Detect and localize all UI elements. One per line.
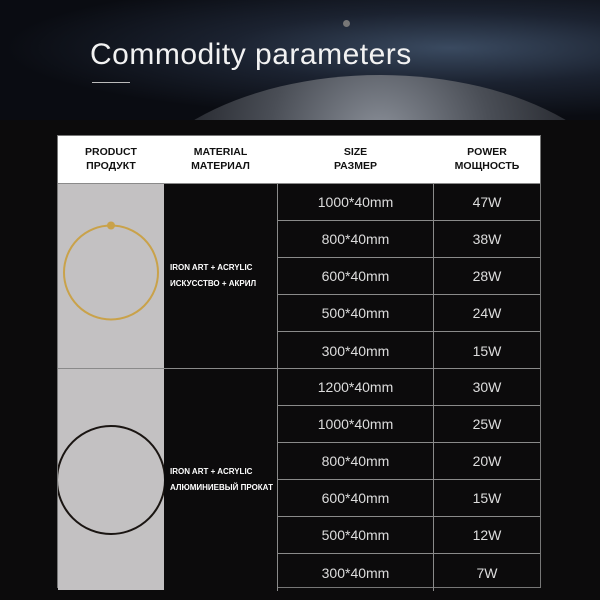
power-cell: 12W	[472, 527, 502, 543]
table-row: 600*40mm 15W	[277, 480, 540, 517]
header-en: PRODUCT	[85, 146, 137, 158]
table-row: 800*40mm 38W	[277, 221, 540, 258]
material-en: IRON ART + ACRYLIC	[170, 466, 253, 476]
power-cell: 30W	[472, 379, 502, 395]
table-row: 800*40mm 20W	[277, 443, 540, 480]
power-cell: 28W	[472, 268, 502, 284]
size-cell: 1000*40mm	[277, 406, 434, 442]
power-cell: 25W	[472, 416, 502, 432]
table-row: 300*40mm 15W	[277, 332, 540, 369]
table-row: 1000*40mm 47W	[277, 184, 540, 221]
size-cell: 500*40mm	[277, 295, 434, 331]
header-ru: РАЗМЕР	[334, 160, 377, 172]
ring-lamp-icon	[63, 221, 159, 321]
product-group: IRON ART + ACRYLIC ИСКУССТВО + АКРИЛ 1000*…	[58, 183, 540, 369]
table-row: 500*40mm 12W	[277, 517, 540, 554]
size-cell: 1200*40mm	[277, 369, 434, 405]
material-en: IRON ART + ACRYLIC	[170, 263, 253, 272]
parameters-table: PRODUCT ПРОДУКТ MATERIAL МАТЕРИАЛ SIZE РАЗМ…	[56, 135, 541, 591]
hero-banner: Commodity parameters	[0, 0, 600, 120]
power-cell: 47W	[472, 194, 502, 210]
page-title: Commodity parameters	[90, 38, 412, 71]
header-power: POWER МОЩНОСТЬ	[434, 136, 540, 183]
table-row: 1200*40mm 30W	[277, 369, 540, 406]
table-row: 300*40mm 7W	[277, 554, 540, 591]
power-cell: 24W	[472, 305, 502, 321]
size-cell: 500*40mm	[277, 517, 434, 553]
material-ru: ИСКУССТВО + АКРИЛ	[170, 279, 257, 288]
header-en: MATERIAL	[193, 146, 248, 158]
power-cell: 38W	[472, 231, 502, 247]
size-cell: 300*40mm	[277, 554, 434, 591]
header-ru: МОЩНОСТЬ	[454, 160, 520, 172]
power-cell: 15W	[472, 342, 502, 359]
material-cell: IRON ART + ACRYLIC АЛЮМИНИЕВЫЙ ПРОКАТ	[164, 369, 277, 590]
table-row: 1000*40mm 25W	[277, 406, 540, 443]
size-cell: 300*40mm	[277, 332, 434, 369]
header-en: SIZE	[343, 146, 368, 158]
header-ru: МАТЕРИАЛ	[191, 160, 250, 172]
product-group: IRON ART + ACRYLIC АЛЮМИНИЕВЫЙ ПРОКАТ 1200…	[56, 368, 540, 591]
product-image	[58, 184, 164, 368]
header-size: SIZE РАЗМЕР	[277, 136, 434, 183]
ring-lamp-icon	[56, 425, 166, 535]
size-cell: 600*40mm	[277, 258, 434, 294]
title-underline	[92, 82, 130, 83]
product-image	[56, 369, 166, 590]
material-cell: IRON ART + ACRYLIC ИСКУССТВО + АКРИЛ	[164, 184, 277, 368]
table-row: 600*40mm 28W	[277, 258, 540, 295]
header-product: PRODUCT ПРОДУКТ	[58, 136, 164, 183]
size-cell: 800*40mm	[277, 221, 434, 257]
size-cell: 600*40mm	[277, 480, 434, 516]
material-ru: АЛЮМИНИЕВЫЙ ПРОКАТ	[170, 482, 273, 492]
header-en: POWER	[467, 146, 507, 158]
power-cell: 15W	[472, 490, 502, 506]
power-cell: 7W	[476, 564, 498, 581]
table-header: PRODUCT ПРОДУКТ MATERIAL МАТЕРИАЛ SIZE РАЗМ…	[58, 136, 540, 183]
size-cell: 1000*40mm	[277, 184, 434, 220]
header-material: MATERIAL МАТЕРИАЛ	[164, 136, 277, 183]
header-ru: ПРОДУКТ	[86, 160, 136, 172]
moon-image	[343, 20, 350, 27]
size-cell: 800*40mm	[277, 443, 434, 479]
power-cell: 20W	[472, 453, 502, 469]
planet-image	[120, 75, 600, 120]
table-row: 500*40mm 24W	[277, 295, 540, 332]
